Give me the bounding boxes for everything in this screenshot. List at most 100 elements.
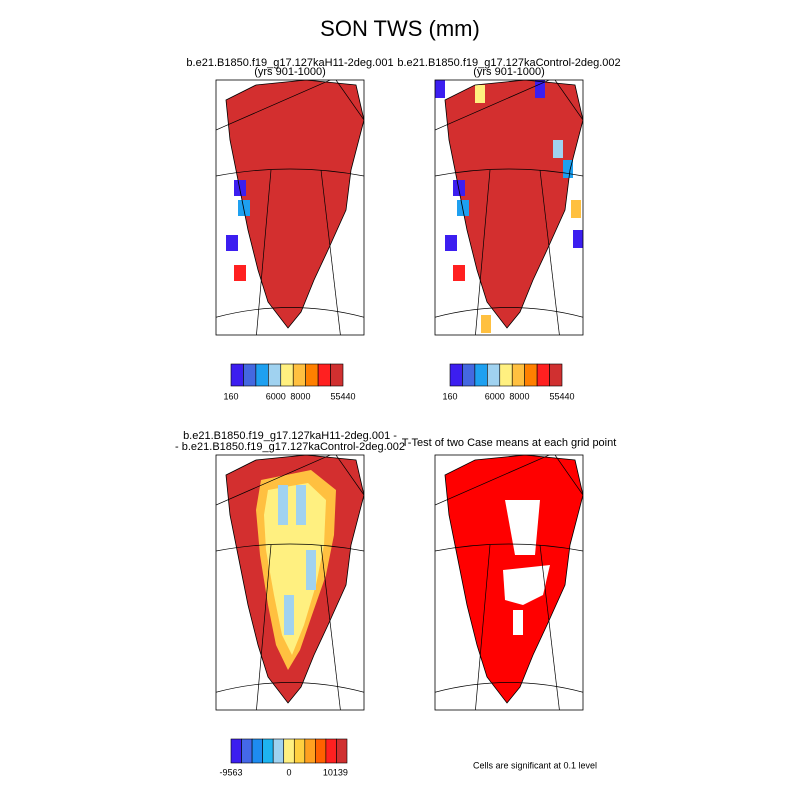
grid-cell	[535, 80, 545, 98]
colorbar-box	[336, 738, 348, 764]
colorbar-box	[474, 363, 488, 387]
colorbar-label: 55440	[549, 391, 574, 401]
map	[435, 80, 583, 335]
colorbar-box	[462, 363, 476, 387]
colorbar-box	[241, 738, 253, 764]
panel-title: b.e21.B1850.f19_g17.127kaControl-2deg.00…	[397, 57, 620, 69]
colorbar-label: 55440	[330, 391, 355, 401]
latitude-line	[216, 307, 364, 318]
colorbar-box	[449, 363, 463, 387]
coastline	[444, 80, 583, 329]
meridian	[554, 455, 583, 496]
panel-title: (yrs 901-1000)	[254, 66, 326, 78]
panel-title: - b.e21.B1850.f19_g17.127kaControl-2deg.…	[175, 441, 405, 453]
colorbar-box	[272, 738, 285, 764]
colorbar-box	[305, 363, 319, 387]
colorbar-box	[315, 738, 327, 764]
coastline	[225, 80, 364, 329]
grid-cell	[435, 80, 445, 98]
footnote: Cells are significant at 0.1 level	[473, 760, 597, 770]
grid-cell	[573, 230, 583, 248]
colorbar-box	[317, 363, 331, 387]
map-panel	[215, 79, 365, 336]
colorbar-label: 8000	[509, 391, 529, 401]
map-panel	[215, 454, 365, 711]
grid-cell	[226, 235, 238, 251]
meridian	[256, 544, 272, 710]
colorbar-box	[268, 363, 282, 387]
latitude-line	[435, 682, 583, 693]
grid-cell	[481, 315, 491, 333]
panel-title: b.e21.B1850.f19_g17.127kaH11-2deg.001 -	[183, 430, 397, 442]
meridian	[554, 80, 583, 121]
grid-cell	[306, 550, 316, 590]
grid-cell	[563, 160, 573, 178]
meridian	[216, 80, 332, 131]
coastline	[444, 455, 583, 704]
colorbar-box	[536, 363, 550, 387]
latitude-line	[435, 168, 583, 177]
colorbar-box	[330, 363, 344, 387]
colorbar-box	[230, 363, 244, 387]
colorbar-box	[280, 363, 294, 387]
colorbar-box	[283, 738, 295, 764]
map-panel	[434, 79, 584, 336]
panel-title: b.e21.B1850.f19_g17.127kaH11-2deg.001	[186, 57, 393, 69]
colorbar-box	[511, 363, 525, 387]
colorbar-box	[262, 738, 274, 764]
colorbar-box	[487, 363, 501, 387]
land-field	[264, 483, 326, 655]
grid-cell	[571, 200, 581, 218]
figure-title: SON TWS (mm)	[320, 16, 480, 41]
meridian	[256, 169, 272, 335]
meridian	[539, 169, 560, 335]
colorbar-box	[230, 738, 242, 764]
land-field	[445, 80, 583, 328]
colorbar-box	[499, 363, 513, 387]
colorbar-label: 8000	[290, 391, 310, 401]
meridian	[435, 80, 551, 131]
panel-title: T-Test of two Case means at each grid po…	[402, 437, 617, 449]
map	[216, 80, 364, 335]
colorbar-box	[325, 738, 337, 764]
panel-frame	[434, 79, 584, 336]
colorbar-label: 6000	[266, 391, 286, 401]
latitude-line	[216, 682, 364, 693]
panel-frame	[215, 79, 365, 336]
coastline	[225, 455, 364, 704]
colorbar-label: 0	[286, 767, 291, 777]
panel-frame	[215, 454, 365, 711]
meridian	[320, 544, 341, 710]
map	[216, 455, 364, 710]
colorbar-label: 6000	[485, 391, 505, 401]
grid-cell	[234, 265, 246, 281]
colorbar-label: -9563	[219, 767, 242, 777]
colorbar-box	[251, 738, 263, 764]
latitude-line	[435, 307, 583, 318]
meridian	[435, 455, 551, 506]
meridian	[335, 455, 364, 496]
colorbar-box	[293, 738, 306, 764]
grid-cell	[284, 595, 294, 635]
grid-cell	[278, 485, 288, 525]
colorbar-label: 160	[442, 391, 457, 401]
panel-frame	[434, 454, 584, 711]
colorbar-box	[255, 363, 269, 387]
meridian	[539, 544, 560, 710]
map	[435, 455, 583, 710]
colorbar-box	[549, 363, 563, 387]
colorbar-box	[243, 363, 257, 387]
meridian	[475, 169, 491, 335]
grid-cell	[553, 140, 563, 158]
grid-cell	[475, 85, 485, 103]
land-field	[226, 80, 364, 328]
white-hole	[513, 610, 523, 635]
colorbar-label: 10139	[323, 767, 348, 777]
grid-cell	[296, 485, 306, 525]
meridian	[335, 80, 364, 121]
white-hole	[505, 500, 540, 555]
colorbar-box	[304, 738, 316, 764]
latitude-line	[216, 543, 364, 552]
meridian	[320, 169, 341, 335]
